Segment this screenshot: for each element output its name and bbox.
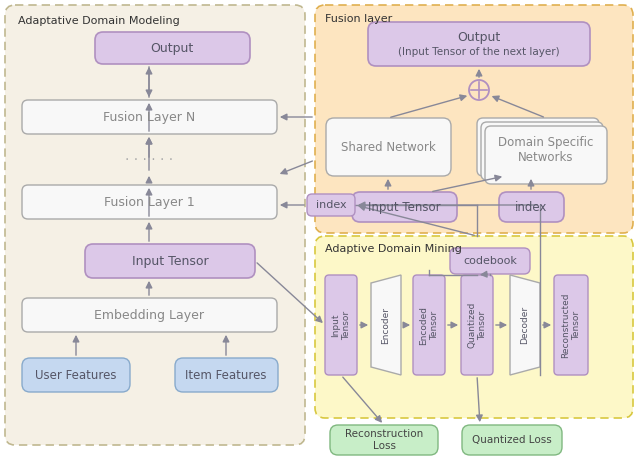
FancyBboxPatch shape <box>462 425 562 455</box>
Text: Input Tensor: Input Tensor <box>132 254 208 268</box>
FancyBboxPatch shape <box>413 275 445 375</box>
Polygon shape <box>371 275 401 375</box>
FancyBboxPatch shape <box>22 100 277 134</box>
Text: User Features: User Features <box>35 369 116 381</box>
FancyBboxPatch shape <box>352 192 457 222</box>
Text: codebook: codebook <box>463 256 517 266</box>
Text: Adaptive Domain Mining: Adaptive Domain Mining <box>325 244 462 254</box>
FancyBboxPatch shape <box>450 248 530 274</box>
FancyBboxPatch shape <box>22 185 277 219</box>
FancyBboxPatch shape <box>368 22 590 66</box>
Polygon shape <box>510 275 540 375</box>
FancyBboxPatch shape <box>315 5 633 233</box>
Text: index: index <box>316 200 346 210</box>
FancyBboxPatch shape <box>461 275 493 375</box>
Text: Encoder: Encoder <box>381 307 390 343</box>
FancyBboxPatch shape <box>85 244 255 278</box>
Text: Decoder: Decoder <box>520 306 529 344</box>
FancyBboxPatch shape <box>326 118 451 176</box>
Text: Embedding Layer: Embedding Layer <box>94 308 204 321</box>
FancyBboxPatch shape <box>315 236 633 418</box>
Text: Output: Output <box>458 30 500 44</box>
FancyBboxPatch shape <box>5 5 305 445</box>
Text: Item Features: Item Features <box>185 369 267 381</box>
Text: Input
Tensor: Input Tensor <box>332 310 351 340</box>
FancyBboxPatch shape <box>307 194 355 216</box>
FancyBboxPatch shape <box>499 192 564 222</box>
FancyBboxPatch shape <box>481 122 603 180</box>
Text: Reconstructed
Tensor: Reconstructed Tensor <box>561 292 580 358</box>
Text: Input Tensor: Input Tensor <box>368 201 440 213</box>
FancyBboxPatch shape <box>22 298 277 332</box>
Text: Fusion layer: Fusion layer <box>325 14 392 24</box>
Text: Fusion Layer 1: Fusion Layer 1 <box>104 196 195 208</box>
Text: Shared Network: Shared Network <box>340 140 435 153</box>
Text: Encoded
Tensor: Encoded Tensor <box>419 306 438 345</box>
FancyBboxPatch shape <box>477 118 599 176</box>
FancyBboxPatch shape <box>175 358 278 392</box>
FancyBboxPatch shape <box>22 358 130 392</box>
FancyBboxPatch shape <box>325 275 357 375</box>
Text: Reconstruction
Loss: Reconstruction Loss <box>345 429 423 451</box>
Text: Quantized Loss: Quantized Loss <box>472 435 552 445</box>
Text: (Input Tensor of the next layer): (Input Tensor of the next layer) <box>398 47 560 57</box>
Text: index: index <box>515 201 547 213</box>
Text: Domain Specific
Networks: Domain Specific Networks <box>499 136 594 164</box>
Text: Output: Output <box>150 41 194 55</box>
Text: Fusion Layer N: Fusion Layer N <box>103 111 195 123</box>
FancyBboxPatch shape <box>554 275 588 375</box>
Text: Quantized
Tensor: Quantized Tensor <box>467 302 486 348</box>
FancyBboxPatch shape <box>485 126 607 184</box>
FancyBboxPatch shape <box>95 32 250 64</box>
FancyBboxPatch shape <box>330 425 438 455</box>
Text: · · · · · ·: · · · · · · <box>125 153 173 167</box>
Text: Adaptative Domain Modeling: Adaptative Domain Modeling <box>18 16 180 26</box>
